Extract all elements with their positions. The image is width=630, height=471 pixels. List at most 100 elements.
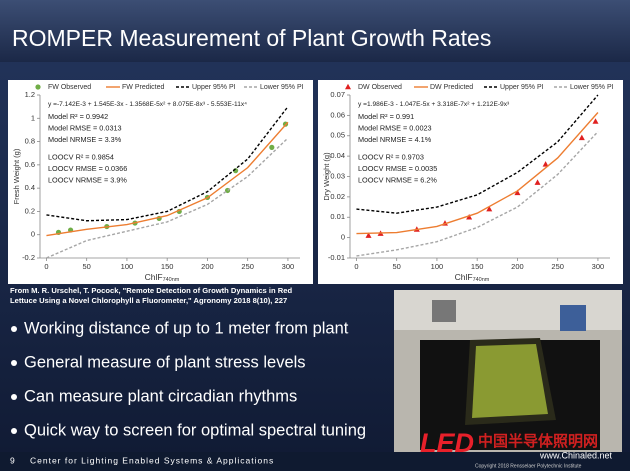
- marker: [35, 84, 41, 90]
- citation: Lettuce Using a Novel Chlorophyll a Fluo…: [10, 296, 287, 305]
- legend-label: Lower 95% PI: [260, 84, 304, 91]
- x-tick-label: 250: [241, 262, 254, 271]
- y-tick-label: 0.6: [25, 160, 35, 169]
- x-tick-label: 250: [551, 262, 564, 271]
- annotation: Model R² = 0.9942: [48, 112, 108, 121]
- x-tick-label: 100: [431, 262, 444, 271]
- bullet-dot: [11, 326, 17, 332]
- x-axis-label: ChlF740nm: [455, 272, 490, 283]
- x-label-sub: 740nm: [163, 277, 180, 283]
- x-label-main: ChlF: [145, 272, 163, 282]
- marker: [592, 118, 599, 124]
- y-tick-label: 0.02: [330, 192, 345, 201]
- x-tick-label: 0: [44, 262, 48, 271]
- annotation: LOOCV R² = 0.9854: [48, 152, 114, 161]
- bullet-dot: [11, 428, 17, 434]
- y-tick-label: 0.2: [25, 206, 35, 215]
- photo-device: [560, 305, 586, 331]
- bullet-text: Can measure plant circadian rhythms: [24, 387, 297, 405]
- footer-text: Center for Lighting Enabled Systems & Ap…: [30, 455, 274, 465]
- watermark: 中国半导体照明网: [478, 432, 598, 450]
- x-label-sub: 740nm: [473, 277, 490, 283]
- legend-label: FW Predicted: [122, 84, 165, 91]
- x-tick-label: 200: [511, 262, 524, 271]
- annotation: LOOCV NRMSE = 6.2%: [358, 175, 437, 184]
- y-tick-label: -0.01: [328, 253, 345, 262]
- series-line: [356, 112, 599, 235]
- y-tick-label: 0.4: [25, 183, 35, 192]
- y-tick-label: 0: [31, 230, 35, 239]
- y-tick-label: 1: [31, 113, 35, 122]
- annotation: y =-7.142E-3 + 1.545E-3x - 1.3568E-5x² +…: [48, 101, 247, 108]
- legend-label: Upper 95% PI: [192, 84, 236, 91]
- marker: [514, 189, 521, 196]
- x-tick-label: 50: [83, 262, 91, 271]
- citation: From M. R. Urschel, T. Pocock, "Remote D…: [10, 286, 292, 295]
- y-axis-label: Dry Weight (g): [322, 152, 331, 201]
- marker: [486, 205, 493, 212]
- y-tick-label: 0.8: [25, 137, 35, 146]
- x-tick-label: 50: [393, 262, 401, 271]
- y-tick-label: 1.2: [25, 90, 35, 99]
- bullet-dot: [11, 394, 17, 400]
- y-axis-label: Fresh Weight (g): [12, 148, 21, 204]
- photo-device: [432, 300, 456, 322]
- y-tick-label: 0.07: [330, 90, 345, 99]
- marker: [466, 214, 473, 220]
- logo: LED: [420, 428, 474, 458]
- legend-label: DW Predicted: [430, 84, 473, 91]
- series-line: [46, 106, 289, 222]
- photo-wall: [394, 290, 622, 330]
- y-tick-label: 0.04: [330, 151, 345, 160]
- marker: [534, 179, 541, 185]
- photo: [394, 290, 622, 456]
- footer-bar: [0, 452, 630, 471]
- y-tick-label: -0.2: [22, 253, 35, 262]
- annotation: Model NRMSE = 3.3%: [48, 135, 122, 144]
- marker: [578, 134, 585, 141]
- bullet-text: General measure of plant stress levels: [24, 353, 306, 371]
- title-bar: [0, 0, 630, 62]
- series-line: [356, 94, 599, 214]
- x-tick-label: 100: [121, 262, 134, 271]
- x-tick-label: 150: [161, 262, 174, 271]
- y-tick-label: 0.01: [330, 212, 345, 221]
- bullet-dot: [11, 360, 17, 366]
- y-tick-label: 0.05: [330, 131, 345, 140]
- y-tick-label: 0: [341, 233, 345, 242]
- marker: [269, 144, 275, 150]
- annotation: LOOCV RMSE = 0.0035: [358, 164, 437, 173]
- series-line: [46, 121, 289, 237]
- photo-plants: [472, 344, 548, 418]
- legend-label: FW Observed: [48, 84, 91, 91]
- x-label-main: ChlF: [455, 272, 473, 282]
- marker: [542, 161, 549, 167]
- x-tick-label: 150: [471, 262, 484, 271]
- bullet-text: Working distance of up to 1 meter from p…: [24, 319, 349, 337]
- x-axis-label: ChlF740nm: [145, 272, 180, 283]
- bullet-text: Quick way to screen for optimal spectral…: [24, 421, 366, 439]
- annotation: LOOCV RMSE = 0.0366: [48, 164, 127, 173]
- y-tick-label: 0.06: [330, 110, 345, 119]
- annotation: Model R² = 0.991: [358, 112, 414, 121]
- x-tick-label: 0: [354, 262, 358, 271]
- legend-label: Upper 95% PI: [500, 84, 544, 91]
- annotation: Model RMSE = 0.0023: [358, 123, 432, 132]
- x-tick-label: 300: [282, 262, 295, 271]
- annotation: LOOCV R² = 0.9703: [358, 152, 424, 161]
- legend-label: Lower 95% PI: [570, 84, 614, 91]
- slide-title: ROMPER Measurement of Plant Growth Rates: [12, 25, 491, 51]
- marker: [365, 232, 372, 238]
- y-tick-label: 0.03: [330, 171, 345, 180]
- annotation: y =1.986E-3 - 1.047E-5x + 3.318E-7x² + 1…: [358, 101, 510, 108]
- chart-panel: [8, 80, 313, 284]
- annotation: Model RMSE = 0.0313: [48, 123, 122, 132]
- footer-page: 9: [10, 455, 15, 465]
- x-tick-label: 300: [592, 262, 605, 271]
- annotation: Model NRMSE = 4.1%: [358, 135, 432, 144]
- series-line: [356, 131, 599, 257]
- bullet-list: Working distance of up to 1 meter from p…: [11, 319, 366, 439]
- series-line: [46, 137, 289, 259]
- copyright: Copyright 2018 Rensselaer Polytechnic In…: [475, 463, 582, 469]
